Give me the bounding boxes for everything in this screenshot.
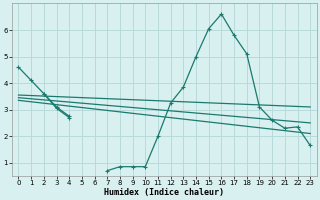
X-axis label: Humidex (Indice chaleur): Humidex (Indice chaleur) [104,188,224,197]
